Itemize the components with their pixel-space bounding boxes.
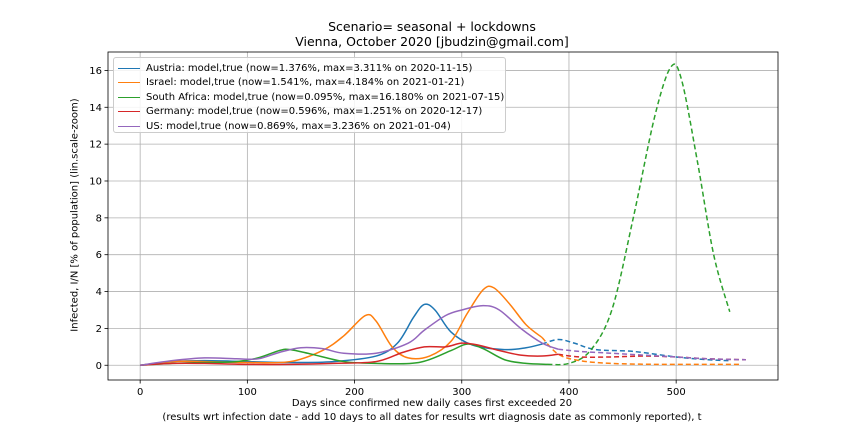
- x-tick-label: 0: [137, 387, 143, 398]
- chart-title: Scenario= seasonal + lockdowns: [328, 19, 536, 34]
- y-axis-label: Infected, I/N [% of population] (lin.sca…: [69, 98, 81, 332]
- x-axis-label: Days since confirmed new daily cases fir…: [291, 398, 573, 409]
- y-tick-label: 8: [96, 213, 102, 224]
- legend-swatch: [118, 82, 140, 83]
- x-tick-label: 400: [559, 387, 578, 398]
- series-line-projection-1: [541, 337, 741, 366]
- legend-label: Israel: model,true (now=1.541%, max=4.18…: [146, 77, 465, 88]
- y-tick-label: 12: [89, 140, 102, 151]
- legend-label: South Africa: model,true (now=0.095%, ma…: [146, 91, 505, 103]
- legend-label: Germany: model,true (now=0.596%, max=1.2…: [146, 106, 483, 117]
- legend-item: Israel: model,true (now=1.541%, max=4.18…: [118, 76, 464, 90]
- legend-item: Germany: model,true (now=0.596%, max=1.2…: [118, 105, 482, 119]
- y-tick-label: 2: [96, 324, 102, 335]
- legend: Austria: model,true (now=1.376%, max=3.3…: [113, 57, 506, 133]
- x-tick-label: 100: [238, 387, 257, 398]
- y-tick-label: 6: [96, 250, 102, 261]
- legend-swatch: [118, 67, 140, 69]
- series-line-projection-0: [541, 338, 730, 362]
- series-line-model-2: [140, 343, 548, 367]
- series-line-projection-2: [547, 63, 731, 366]
- legend-label: US: model,true (now=0.869%, max=3.236% o…: [146, 120, 451, 132]
- legend-swatch: [118, 96, 140, 98]
- x-tick-label: 200: [345, 387, 364, 398]
- y-tick-label: 14: [89, 103, 102, 114]
- legend-item: South Africa: model,true (now=0.095%, ma…: [118, 90, 504, 104]
- legend-item: US: model,true (now=0.869%, max=3.236% o…: [118, 119, 451, 133]
- legend-item: Austria: model,true (now=1.376%, max=3.3…: [118, 61, 472, 75]
- plot-frame: [107, 51, 779, 381]
- chart-subtitle: Vienna, October 2020 [jbudzin@gmail.com]: [295, 34, 569, 49]
- y-tick-label: 16: [89, 66, 102, 77]
- y-tick-label: 4: [96, 287, 102, 298]
- series-line-model-3: [140, 342, 559, 367]
- series-line-model-4: [140, 304, 559, 367]
- y-tick-label: 0: [96, 361, 102, 372]
- legend-swatch: [118, 111, 140, 112]
- x-tick-label: 300: [452, 387, 471, 398]
- legend-label: Austria: model,true (now=1.376%, max=3.3…: [146, 62, 473, 74]
- legend-swatch: [118, 125, 140, 127]
- series-line-model-0: [140, 303, 543, 367]
- y-tick-label: 10: [89, 176, 102, 187]
- x-tick-label: 500: [667, 387, 686, 398]
- x-axis-label-note: (results wrt infection date - add 10 day…: [162, 412, 702, 423]
- series-line-model-1: [140, 285, 543, 367]
